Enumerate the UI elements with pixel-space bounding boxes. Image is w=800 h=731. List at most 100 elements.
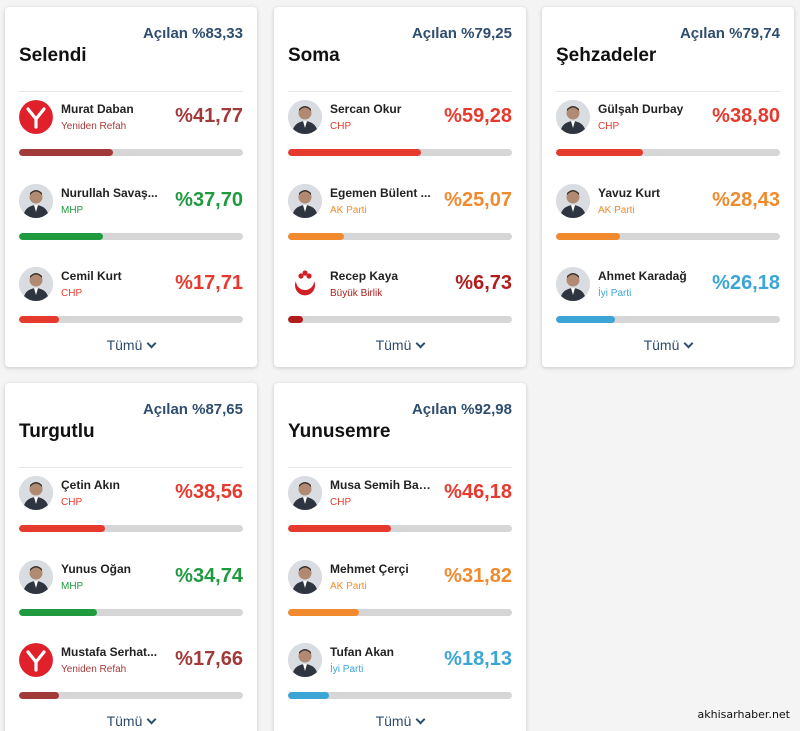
candidate-name: Murat Daban <box>61 102 134 116</box>
vote-share-bar <box>556 233 780 240</box>
show-all-button[interactable]: Tümü <box>274 337 526 353</box>
district-title: Yunusemre <box>288 421 391 442</box>
candidate-name: Mustafa Serhat... <box>61 645 158 659</box>
candidate-party: AK Parti <box>598 205 635 216</box>
vote-share-fill <box>288 316 304 323</box>
candidate-avatar <box>288 267 322 301</box>
vote-share-bar <box>556 149 780 156</box>
divider <box>19 467 243 468</box>
vote-share-bar <box>288 692 512 699</box>
vote-share-fill <box>556 233 620 240</box>
vote-percent: %38,80 <box>712 105 780 127</box>
turnout-label: Açılan %79,25 <box>411 25 512 42</box>
district-title: Selendi <box>19 45 87 66</box>
vote-percent: %41,77 <box>175 105 243 127</box>
vote-share-fill <box>556 149 643 156</box>
show-all-button[interactable]: Tümü <box>274 713 526 729</box>
candidate-avatar <box>19 476 53 510</box>
candidate-avatar <box>19 267 53 301</box>
vote-share-fill <box>19 233 104 240</box>
candidate-row: Musa Semih Bal... CHP %46,18 <box>288 476 512 546</box>
vote-percent: %31,82 <box>444 565 512 587</box>
show-all-button[interactable]: Tümü <box>5 337 257 353</box>
vote-share-bar <box>19 609 243 616</box>
show-all-button[interactable]: Tümü <box>542 337 794 353</box>
candidate-avatar <box>556 100 590 134</box>
candidate-row: Mustafa Serhat... Yeniden Refah %17,66 <box>19 643 243 713</box>
candidate-avatar <box>288 100 322 134</box>
candidate-row: Gülşah Durbay CHP %38,80 <box>556 100 780 170</box>
vote-percent: %46,18 <box>444 481 512 503</box>
divider <box>19 91 243 92</box>
vote-percent: %28,43 <box>712 189 780 211</box>
vote-percent: %59,28 <box>444 105 512 127</box>
vote-percent: %25,07 <box>444 189 512 211</box>
candidate-party: CHP <box>61 497 83 508</box>
chevron-down-icon <box>415 714 426 725</box>
candidate-name: Çetin Akın <box>61 478 120 492</box>
chevron-down-icon <box>415 338 426 349</box>
vote-share-fill <box>19 692 59 699</box>
candidate-row: Çetin Akın CHP %38,56 <box>19 476 243 546</box>
chevron-down-icon <box>146 714 157 725</box>
candidate-avatar <box>288 184 322 218</box>
vote-share-bar <box>19 233 243 240</box>
candidate-party: AK Parti <box>330 205 367 216</box>
candidate-row: Nurullah Savaş... MHP %37,70 <box>19 184 243 254</box>
site-watermark: akhisarhaber.net <box>697 708 790 721</box>
candidate-row: Yavuz Kurt AK Parti %28,43 <box>556 184 780 254</box>
divider <box>556 91 780 92</box>
vote-share-bar <box>288 609 512 616</box>
candidate-party: İyi Parti <box>330 664 364 675</box>
candidate-name: Tufan Akan <box>330 645 395 659</box>
turnout-label: Açılan %87,65 <box>142 401 243 418</box>
candidate-avatar <box>19 643 53 677</box>
vote-percent: %34,74 <box>175 565 243 587</box>
turnout-label: Açılan %92,98 <box>411 401 512 418</box>
candidate-avatar <box>288 476 322 510</box>
vote-share-fill <box>288 692 329 699</box>
vote-share-fill <box>556 316 615 323</box>
vote-share-fill <box>288 233 345 240</box>
candidate-row: Mehmet Çerçi AK Parti %31,82 <box>288 560 512 630</box>
turnout-label: Açılan %79,74 <box>679 25 780 42</box>
candidate-party: AK Parti <box>330 581 367 592</box>
district-card-turgutlu: Açılan %87,65 Turgutlu Çetin Akın CHP %38,… <box>5 383 257 731</box>
divider <box>288 91 512 92</box>
candidate-name: Cemil Kurt <box>61 269 122 283</box>
candidate-party: Büyük Birlik <box>330 288 383 299</box>
vote-share-fill <box>288 525 392 532</box>
vote-percent: %6,73 <box>455 272 512 294</box>
candidate-avatar <box>556 267 590 301</box>
candidate-party: Yeniden Refah <box>61 121 127 132</box>
vote-share-bar <box>19 525 243 532</box>
candidate-avatar <box>19 184 53 218</box>
candidate-name: Musa Semih Bal... <box>330 478 432 492</box>
chevron-down-icon <box>146 338 157 349</box>
candidate-row: Murat Daban Yeniden Refah %41,77 <box>19 100 243 170</box>
vote-share-fill <box>19 149 113 156</box>
candidate-row: Tufan Akan İyi Parti %18,13 <box>288 643 512 713</box>
district-card-selendi: Açılan %83,33 Selendi Murat Daban Yeniden… <box>5 7 257 367</box>
vote-share-bar <box>19 316 243 323</box>
candidate-party: CHP <box>330 121 352 132</box>
candidate-avatar <box>288 560 322 594</box>
candidate-name: Nurullah Savaş... <box>61 186 158 200</box>
vote-percent: %17,66 <box>175 648 243 670</box>
candidate-party: CHP <box>61 288 83 299</box>
vote-share-bar <box>19 692 243 699</box>
candidate-name: Sercan Okur <box>330 102 402 116</box>
vote-share-fill <box>19 525 106 532</box>
candidate-name: Recep Kaya <box>330 269 399 283</box>
district-card-yunusemre: Açılan %92,98 Yunusemre Musa Semih Bal..… <box>274 383 526 731</box>
candidate-party: Yeniden Refah <box>61 664 127 675</box>
candidate-row: Egemen Bülent ... AK Parti %25,07 <box>288 184 512 254</box>
district-card-soma: Açılan %79,25 Soma Sercan Okur CHP %59,28 … <box>274 7 526 367</box>
chevron-down-icon <box>683 338 694 349</box>
show-all-button[interactable]: Tümü <box>5 713 257 729</box>
district-title: Turgutlu <box>19 421 95 442</box>
vote-share-bar <box>288 149 512 156</box>
candidate-name: Egemen Bülent ... <box>330 186 431 200</box>
candidate-name: Yunus Oğan <box>61 562 132 576</box>
candidate-name: Mehmet Çerçi <box>330 562 409 576</box>
